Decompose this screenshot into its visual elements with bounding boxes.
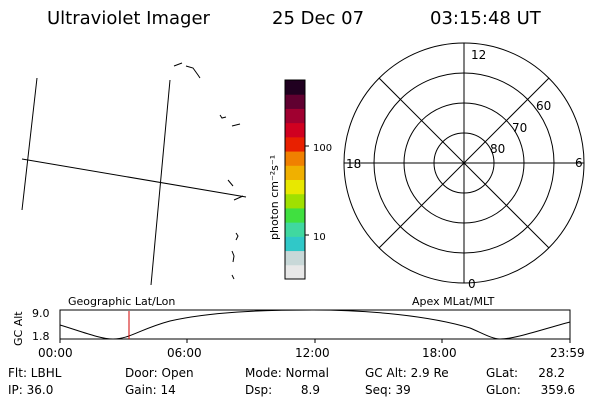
time-tick-label: 00:00 xyxy=(38,346,73,360)
geographic-grid-label: Geographic Lat/Lon xyxy=(68,295,175,308)
timeline-frame xyxy=(59,309,571,340)
color-scale-band xyxy=(285,165,305,180)
color-scale-band xyxy=(285,80,305,95)
geographic-image-panel xyxy=(21,62,247,286)
gc-alt-tick-min: 1.8 xyxy=(32,330,50,343)
mlat-label-70: 70 xyxy=(512,121,527,135)
date-label: 25 Dec 07 xyxy=(272,8,364,29)
status-readout: Flt: LBHL IP: 36.0 Door: Open Gain: 14 M… xyxy=(8,366,575,397)
seq-status: Seq: 39 xyxy=(365,383,411,397)
color-scale-bar: 100 10 photon cm⁻²s⁻¹ xyxy=(268,79,332,280)
coastline-fragments xyxy=(173,62,244,280)
mlt-label-6: 6 xyxy=(575,156,583,170)
longitude-line xyxy=(21,77,38,211)
glon-label: GLon: xyxy=(486,383,521,397)
color-scale-band xyxy=(285,94,305,109)
colorbar-unit-label: photon cm⁻²s⁻¹ xyxy=(268,155,281,240)
color-scale-band xyxy=(285,264,305,280)
color-scale-band xyxy=(285,193,305,209)
mode-status: Mode: Normal xyxy=(245,366,329,380)
mlt-label-12: 12 xyxy=(471,48,486,62)
polar-diagonal xyxy=(378,77,550,249)
color-scale-band xyxy=(285,179,305,195)
colorbar-tick-label: 100 xyxy=(313,143,332,154)
mlat-label-80: 80 xyxy=(490,142,505,156)
door-status: Door: Open xyxy=(125,366,194,380)
timeline-ticks xyxy=(59,339,571,343)
mlat-label-60: 60 xyxy=(536,99,551,113)
dsp-value: 8.9 xyxy=(301,383,320,397)
glat-label: GLat: xyxy=(486,366,518,380)
orbit-altitude-curve xyxy=(59,309,571,340)
time-label: 03:15:48 UT xyxy=(430,8,542,29)
color-scale-band xyxy=(285,250,305,266)
mlt-label-0: 0 xyxy=(468,277,476,291)
color-scale-frame xyxy=(284,79,306,280)
dsp-label: Dsp: xyxy=(245,383,272,397)
time-tick-label: 12:00 xyxy=(295,346,330,360)
color-scale-band xyxy=(285,207,305,223)
apex-grid-label: Apex MLat/MLT xyxy=(412,295,495,308)
instrument-title: Ultraviolet Imager xyxy=(47,8,211,29)
color-scale-band xyxy=(285,136,305,152)
gc-alt-tick-max: 9.0 xyxy=(32,307,50,320)
time-tick-label: 06:00 xyxy=(167,346,202,360)
time-tick-label: 23:59 xyxy=(550,346,585,360)
colorbar-tick-label: 10 xyxy=(313,232,326,243)
color-scale-band xyxy=(285,222,305,237)
latitude-line xyxy=(21,158,247,198)
color-scale-band xyxy=(285,151,305,166)
filter-status: Flt: LBHL xyxy=(8,366,62,380)
time-tick-label: 18:00 xyxy=(422,346,457,360)
glat-value: 28.2 xyxy=(538,366,565,380)
color-scale-band xyxy=(285,122,305,138)
color-scale-band xyxy=(285,108,305,124)
mlt-label-18: 18 xyxy=(346,157,361,171)
polar-plot xyxy=(343,42,585,284)
ip-status: IP: 36.0 xyxy=(8,383,53,397)
glon-value: 359.6 xyxy=(541,383,575,397)
gc-alt-axis-label: GC Alt xyxy=(12,311,25,346)
altitude-timeline xyxy=(59,309,571,340)
gc-alt-status: GC Alt: 2.9 Re xyxy=(365,366,449,380)
color-scale-band xyxy=(285,236,305,252)
gain-status: Gain: 14 xyxy=(125,383,176,397)
color-scale-gradient xyxy=(285,80,305,280)
